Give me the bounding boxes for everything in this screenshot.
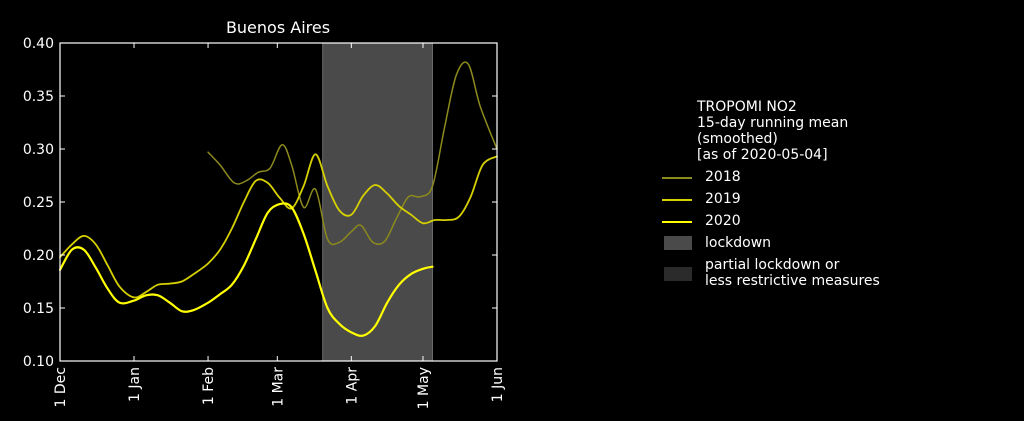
y-tick-label: 0.25 (23, 195, 54, 211)
legend-label-2020: 2020 (705, 213, 741, 229)
lockdown-shading (322, 43, 433, 361)
y-tick-label: 0.40 (23, 36, 54, 52)
legend-header-line: 15-day running mean (697, 115, 849, 131)
y-tick-label: 0.15 (23, 301, 54, 317)
legend-item-lockdown: lockdown (662, 233, 848, 255)
legend-label-partial-line: partial lockdown or (705, 257, 840, 273)
legend-header-line: [as of 2020-05-04] (697, 147, 828, 163)
x-tick-label: 1 Jan (127, 367, 143, 402)
legend-label-2019: 2019 (705, 191, 741, 207)
legend-item-2019: 2019 (662, 189, 848, 211)
legend-swatch-2020 (662, 221, 692, 223)
x-tick-label: 1 Dec (53, 367, 69, 407)
legend-item-2020: 2020 (662, 211, 848, 233)
legend-swatch-2018 (662, 177, 692, 179)
legend-label-partial-line: less restrictive measures (705, 273, 880, 289)
legend-swatch-2019 (662, 199, 692, 201)
legend-header-line: (smoothed) (697, 131, 778, 147)
x-tick-label: 1 Feb (201, 367, 217, 405)
series-line-2018 (207, 61, 498, 246)
legend-label-lockdown: lockdown (705, 235, 772, 251)
x-tick-label: 1 Jun (490, 367, 506, 402)
legend-item-partial-lockdown: partial lockdown or less restrictive mea… (662, 255, 880, 295)
chart-legend: TROPOMI NO2 15-day running mean (smoothe… (662, 99, 880, 295)
legend-label-partial-lockdown: partial lockdown or less restrictive mea… (705, 257, 880, 289)
y-tick-label: 0.20 (23, 248, 54, 264)
y-tick-label: 0.10 (23, 354, 54, 370)
x-tick-label: 1 Apr (344, 367, 360, 405)
series-line-2019 (59, 153, 498, 299)
legend-label-2018: 2018 (705, 169, 741, 185)
legend-item-2018: 2018 (662, 167, 848, 189)
legend-header-line: TROPOMI NO2 (697, 99, 797, 115)
legend-swatch-lockdown (664, 236, 692, 250)
chart-title: Buenos Aires (226, 18, 330, 37)
x-tick-label: 1 May (416, 367, 432, 409)
x-tick-label: 1 Mar (270, 367, 286, 407)
series-line-2020 (58, 202, 434, 337)
y-tick-label: 0.35 (23, 89, 54, 105)
y-tick-label: 0.30 (23, 142, 54, 158)
legend-header: TROPOMI NO2 15-day running mean (smoothe… (662, 99, 848, 163)
legend-swatch-partial-lockdown (664, 267, 692, 281)
